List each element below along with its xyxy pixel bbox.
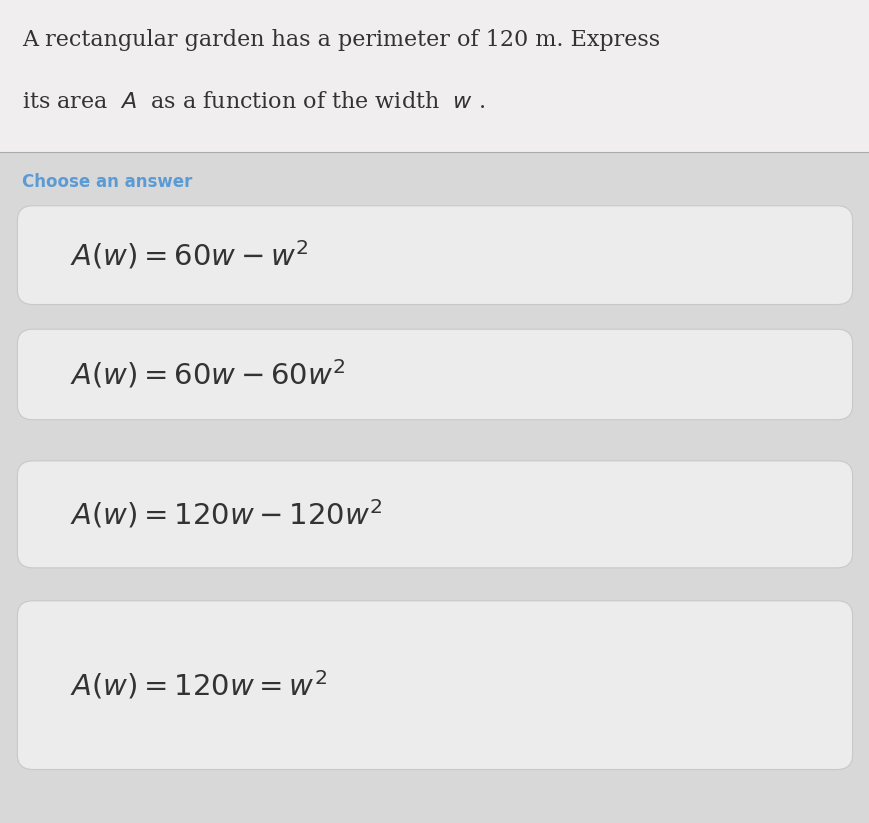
FancyBboxPatch shape [17, 461, 852, 568]
Text: Choose an answer: Choose an answer [22, 173, 192, 191]
Text: A rectangular garden has a perimeter of 120 m. Express: A rectangular garden has a perimeter of … [22, 29, 659, 51]
FancyBboxPatch shape [17, 329, 852, 420]
Text: $A(w) = 120w = w^2$: $A(w) = 120w = w^2$ [70, 669, 326, 701]
Text: $A(w) = 60w - w^2$: $A(w) = 60w - w^2$ [70, 239, 308, 272]
Text: $A(w) = 120w - 120w^2$: $A(w) = 120w - 120w^2$ [70, 498, 381, 531]
Text: $A(w) = 60w - 60w^2$: $A(w) = 60w - 60w^2$ [70, 358, 345, 391]
FancyBboxPatch shape [0, 0, 869, 152]
Text: its area  $A$  as a function of the width  $w$ .: its area $A$ as a function of the width … [22, 91, 484, 113]
FancyBboxPatch shape [17, 601, 852, 770]
FancyBboxPatch shape [17, 206, 852, 305]
